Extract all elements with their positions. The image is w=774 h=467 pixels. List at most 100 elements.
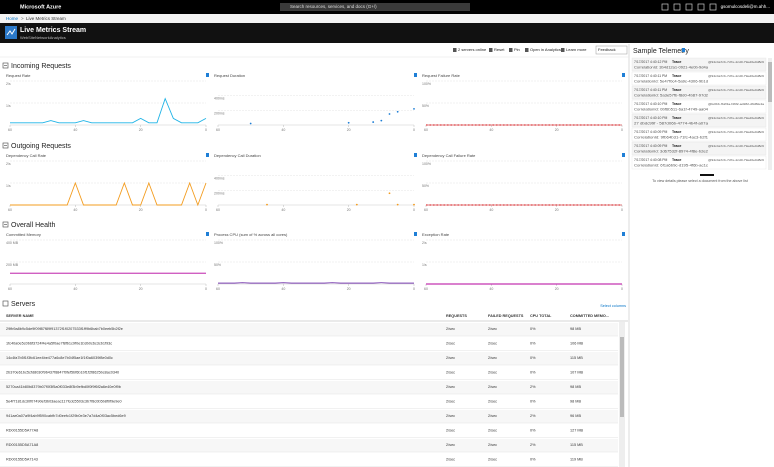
toolbar-button[interactable]: Feedback: [598, 47, 616, 52]
toolbar-button[interactable]: Open in Analytics: [530, 47, 561, 52]
toolbar-button[interactable]: Learn more: [566, 47, 587, 52]
data-point: [396, 203, 399, 206]
telemetry-id: CorrelationId: 0bf6b511-6a1f-4749-aa04: [634, 107, 708, 111]
x-tick-label: 20: [347, 208, 351, 212]
collapse-icon[interactable]: [2, 300, 9, 307]
telemetry-type: Trace: [672, 130, 681, 134]
x-tick-label: 20: [139, 287, 143, 291]
section-title[interactable]: Overall Health: [11, 222, 55, 229]
telemetry-scroll-thumb[interactable]: [768, 62, 772, 102]
data-point: [388, 113, 391, 115]
topbar-icon[interactable]: [685, 3, 693, 11]
collapse-icon[interactable]: [2, 221, 9, 228]
telemetry-item[interactable]: [631, 57, 767, 72]
chart-title: Dependency Call Rate: [6, 153, 47, 158]
table-cell: 14c4fa7b5f1f3fc61ee4be477a6c8e7b04f5ae1f…: [6, 356, 113, 360]
select-columns[interactable]: Select columns: [600, 304, 626, 308]
servers-title[interactable]: Servers: [11, 301, 36, 308]
x-tick-label: 40: [489, 287, 493, 291]
x-tick-label: 60: [8, 128, 12, 132]
blade-icon-glyph: [6, 28, 16, 36]
table-cell: 2/sec: [488, 443, 497, 447]
pin-icon[interactable]: [622, 232, 625, 236]
table-cell: 2/sec: [446, 429, 455, 433]
telemetry-item[interactable]: [631, 85, 767, 100]
telemetry-item[interactable]: [631, 141, 767, 156]
x-tick-label: 60: [216, 208, 220, 212]
column-header[interactable]: FAILED REQUESTS: [488, 314, 524, 318]
table-cell: 2%: [530, 385, 536, 389]
toolbar-icon[interactable]: [453, 48, 457, 52]
topbar-icon[interactable]: [661, 3, 669, 11]
telemetry-hscroll[interactable]: [700, 174, 714, 176]
collapse-icon[interactable]: [2, 62, 9, 69]
telemetry-time: 7/17/2017 4:40:12 PM: [634, 60, 668, 64]
telemetry-item[interactable]: [631, 71, 767, 86]
blade-subtitle: WebSiteNetworkAnalytics: [20, 35, 66, 40]
toolbar-icon[interactable]: [489, 48, 493, 52]
section-title[interactable]: Outgoing Requests: [11, 143, 71, 150]
toolbar-button[interactable]: Reset: [494, 47, 505, 52]
telemetry-item[interactable]: [631, 99, 767, 114]
telemetry-item[interactable]: [631, 155, 767, 170]
search-placeholder[interactable]: Search resources, services, and docs (G+…: [290, 4, 377, 9]
data-point: [249, 122, 252, 125]
telemetry-item[interactable]: [631, 127, 767, 142]
y-tick-label: 2/s: [6, 162, 11, 166]
row-bg[interactable]: [0, 323, 618, 336]
y-tick-label: 1/s: [422, 263, 427, 267]
telemetry-item[interactable]: [631, 113, 767, 128]
y-tick-label: 400 MB: [6, 241, 19, 245]
y-tick-label: 1/s: [6, 184, 11, 188]
x-tick-label: 60: [424, 208, 428, 212]
pin-icon[interactable]: [206, 153, 209, 157]
pin-icon[interactable]: [206, 232, 209, 236]
x-tick-label: 0: [621, 128, 623, 132]
column-header[interactable]: SERVER NAME: [6, 314, 34, 318]
row-bg[interactable]: [0, 410, 618, 423]
scrollbar-thumb[interactable]: [620, 337, 624, 417]
pin-icon[interactable]: [206, 73, 209, 77]
x-tick-label: 40: [73, 128, 77, 132]
brand[interactable]: Microsoft Azure: [20, 4, 61, 10]
pin-icon[interactable]: [622, 153, 625, 157]
pin-icon[interactable]: [414, 73, 417, 77]
table-cell: 2/sec: [488, 327, 497, 331]
toolbar-button[interactable]: Pin: [514, 47, 520, 52]
toolbar-icon[interactable]: [525, 48, 529, 52]
telemetry-time: 7/17/2017 4:40:09 PM: [634, 130, 668, 134]
breadcrumb-home[interactable]: Home: [6, 16, 19, 21]
table-cell: 2/sec: [488, 356, 497, 360]
pin-icon[interactable]: [414, 232, 417, 236]
table-cell: 941ae0a07a9f4ab9f590cabfb7d0eefc1f29b0e3…: [6, 414, 126, 418]
collapse-icon[interactable]: [2, 142, 9, 149]
filter-icon[interactable]: [682, 48, 685, 52]
telemetry-time: 7/17/2017 4:40:10 PM: [634, 102, 668, 106]
column-header[interactable]: COMMITTED MEMO...: [570, 314, 609, 318]
column-header[interactable]: REQUESTS: [446, 314, 467, 318]
topbar-icon[interactable]: [697, 3, 705, 11]
topbar-icon[interactable]: [709, 3, 717, 11]
table-cell: 2/sec: [446, 414, 455, 418]
section-title[interactable]: Incoming Requests: [11, 63, 71, 70]
topbar-icon[interactable]: [673, 3, 681, 11]
search-box[interactable]: [280, 3, 470, 11]
feedback-box[interactable]: [595, 45, 628, 55]
row-bg[interactable]: [0, 352, 618, 365]
data-point: [388, 192, 391, 195]
toolbar-icon[interactable]: [561, 48, 565, 52]
column-header[interactable]: CPU TOTAL: [530, 314, 552, 318]
toolbar-button[interactable]: 2 servers online: [458, 47, 487, 52]
x-tick-label: 20: [555, 208, 559, 212]
toolbar-icon[interactable]: [509, 48, 513, 52]
pin-icon[interactable]: [414, 153, 417, 157]
telemetry-source: @94c4a7cb-7d7e-2cd0-79ed0e0d8c6: [708, 60, 764, 64]
telemetry-hint: To view details please select a document…: [652, 179, 747, 183]
row-bg[interactable]: [0, 439, 618, 452]
data-point: [380, 119, 383, 122]
chart-title: Committed Memory: [6, 232, 41, 237]
row-bg[interactable]: [0, 381, 618, 394]
account[interactable]: gsomulcosdeli@m.ahh...: [721, 4, 770, 9]
pin-icon[interactable]: [622, 73, 625, 77]
